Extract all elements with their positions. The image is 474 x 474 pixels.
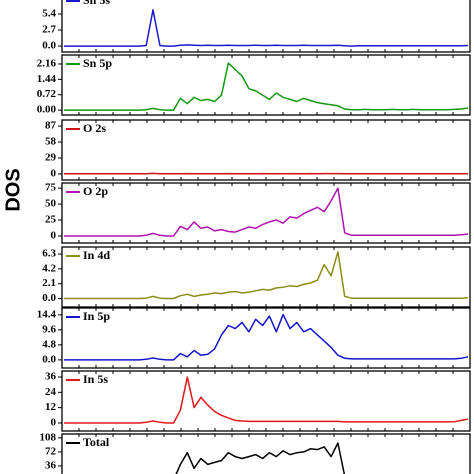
data-line bbox=[64, 251, 469, 300]
data-line bbox=[64, 313, 469, 361]
data-line bbox=[64, 62, 469, 111]
y-tick-label: 4.2 bbox=[42, 262, 56, 274]
y-tick-label: 9.6 bbox=[42, 323, 56, 335]
y-tick-label: 1.44 bbox=[37, 73, 57, 85]
y-tick-label: 2.1 bbox=[42, 277, 56, 289]
y-tick-label: 2.16 bbox=[37, 57, 57, 69]
y-tick-label: 50 bbox=[45, 198, 57, 210]
panel-frame bbox=[61, 182, 471, 244]
data-line bbox=[64, 187, 469, 237]
y-tick-label: 5.4 bbox=[42, 8, 56, 20]
y-tick-label: 0 bbox=[51, 416, 57, 428]
y-tick-label: 0.72 bbox=[37, 88, 57, 100]
data-line bbox=[64, 376, 469, 424]
y-tick-label: 108 bbox=[40, 431, 57, 443]
y-tick-label: 6.3 bbox=[42, 248, 56, 260]
data-line bbox=[64, 9, 469, 47]
legend-label: In 4d bbox=[83, 248, 110, 262]
legend-label: In 5s bbox=[83, 372, 108, 386]
y-tick-label: 2.7 bbox=[42, 24, 56, 36]
y-tick-label: 72 bbox=[45, 445, 57, 457]
y-axis-label: DOS bbox=[2, 168, 24, 211]
legend-label: Sn 5s bbox=[83, 0, 110, 7]
panel-frame bbox=[61, 433, 471, 474]
legend-label: O 2s bbox=[83, 121, 106, 135]
panel-frame bbox=[61, 0, 471, 53]
y-tick-label: 87 bbox=[45, 120, 57, 132]
y-tick-label: 58 bbox=[45, 136, 57, 148]
data-line bbox=[175, 442, 346, 474]
y-tick-label: 36 bbox=[45, 371, 57, 383]
y-tick-label: 0.0 bbox=[42, 40, 56, 52]
y-tick-label: 0.0 bbox=[42, 353, 56, 365]
y-tick-label: 24 bbox=[45, 386, 57, 398]
y-tick-label: 4.8 bbox=[42, 338, 56, 350]
y-tick-label: 0.0 bbox=[42, 292, 56, 304]
y-tick-label: 36 bbox=[45, 459, 57, 471]
y-tick-label: 0 bbox=[51, 230, 57, 242]
y-tick-label: 12 bbox=[45, 401, 57, 413]
y-tick-label: 0.00 bbox=[37, 104, 57, 116]
legend-label: Sn 5p bbox=[83, 56, 112, 70]
panel-frame bbox=[61, 54, 471, 116]
y-tick-label: 29 bbox=[45, 152, 57, 164]
panel-frame bbox=[61, 119, 471, 181]
legend-label: In 5p bbox=[83, 309, 110, 323]
y-tick-label: 14.4 bbox=[37, 308, 57, 320]
y-tick-label: 0 bbox=[51, 167, 57, 179]
legend-label: Total bbox=[83, 435, 110, 449]
legend-label: O 2p bbox=[83, 184, 108, 198]
y-tick-label: 75 bbox=[45, 182, 57, 194]
y-tick-label: 25 bbox=[45, 214, 57, 226]
